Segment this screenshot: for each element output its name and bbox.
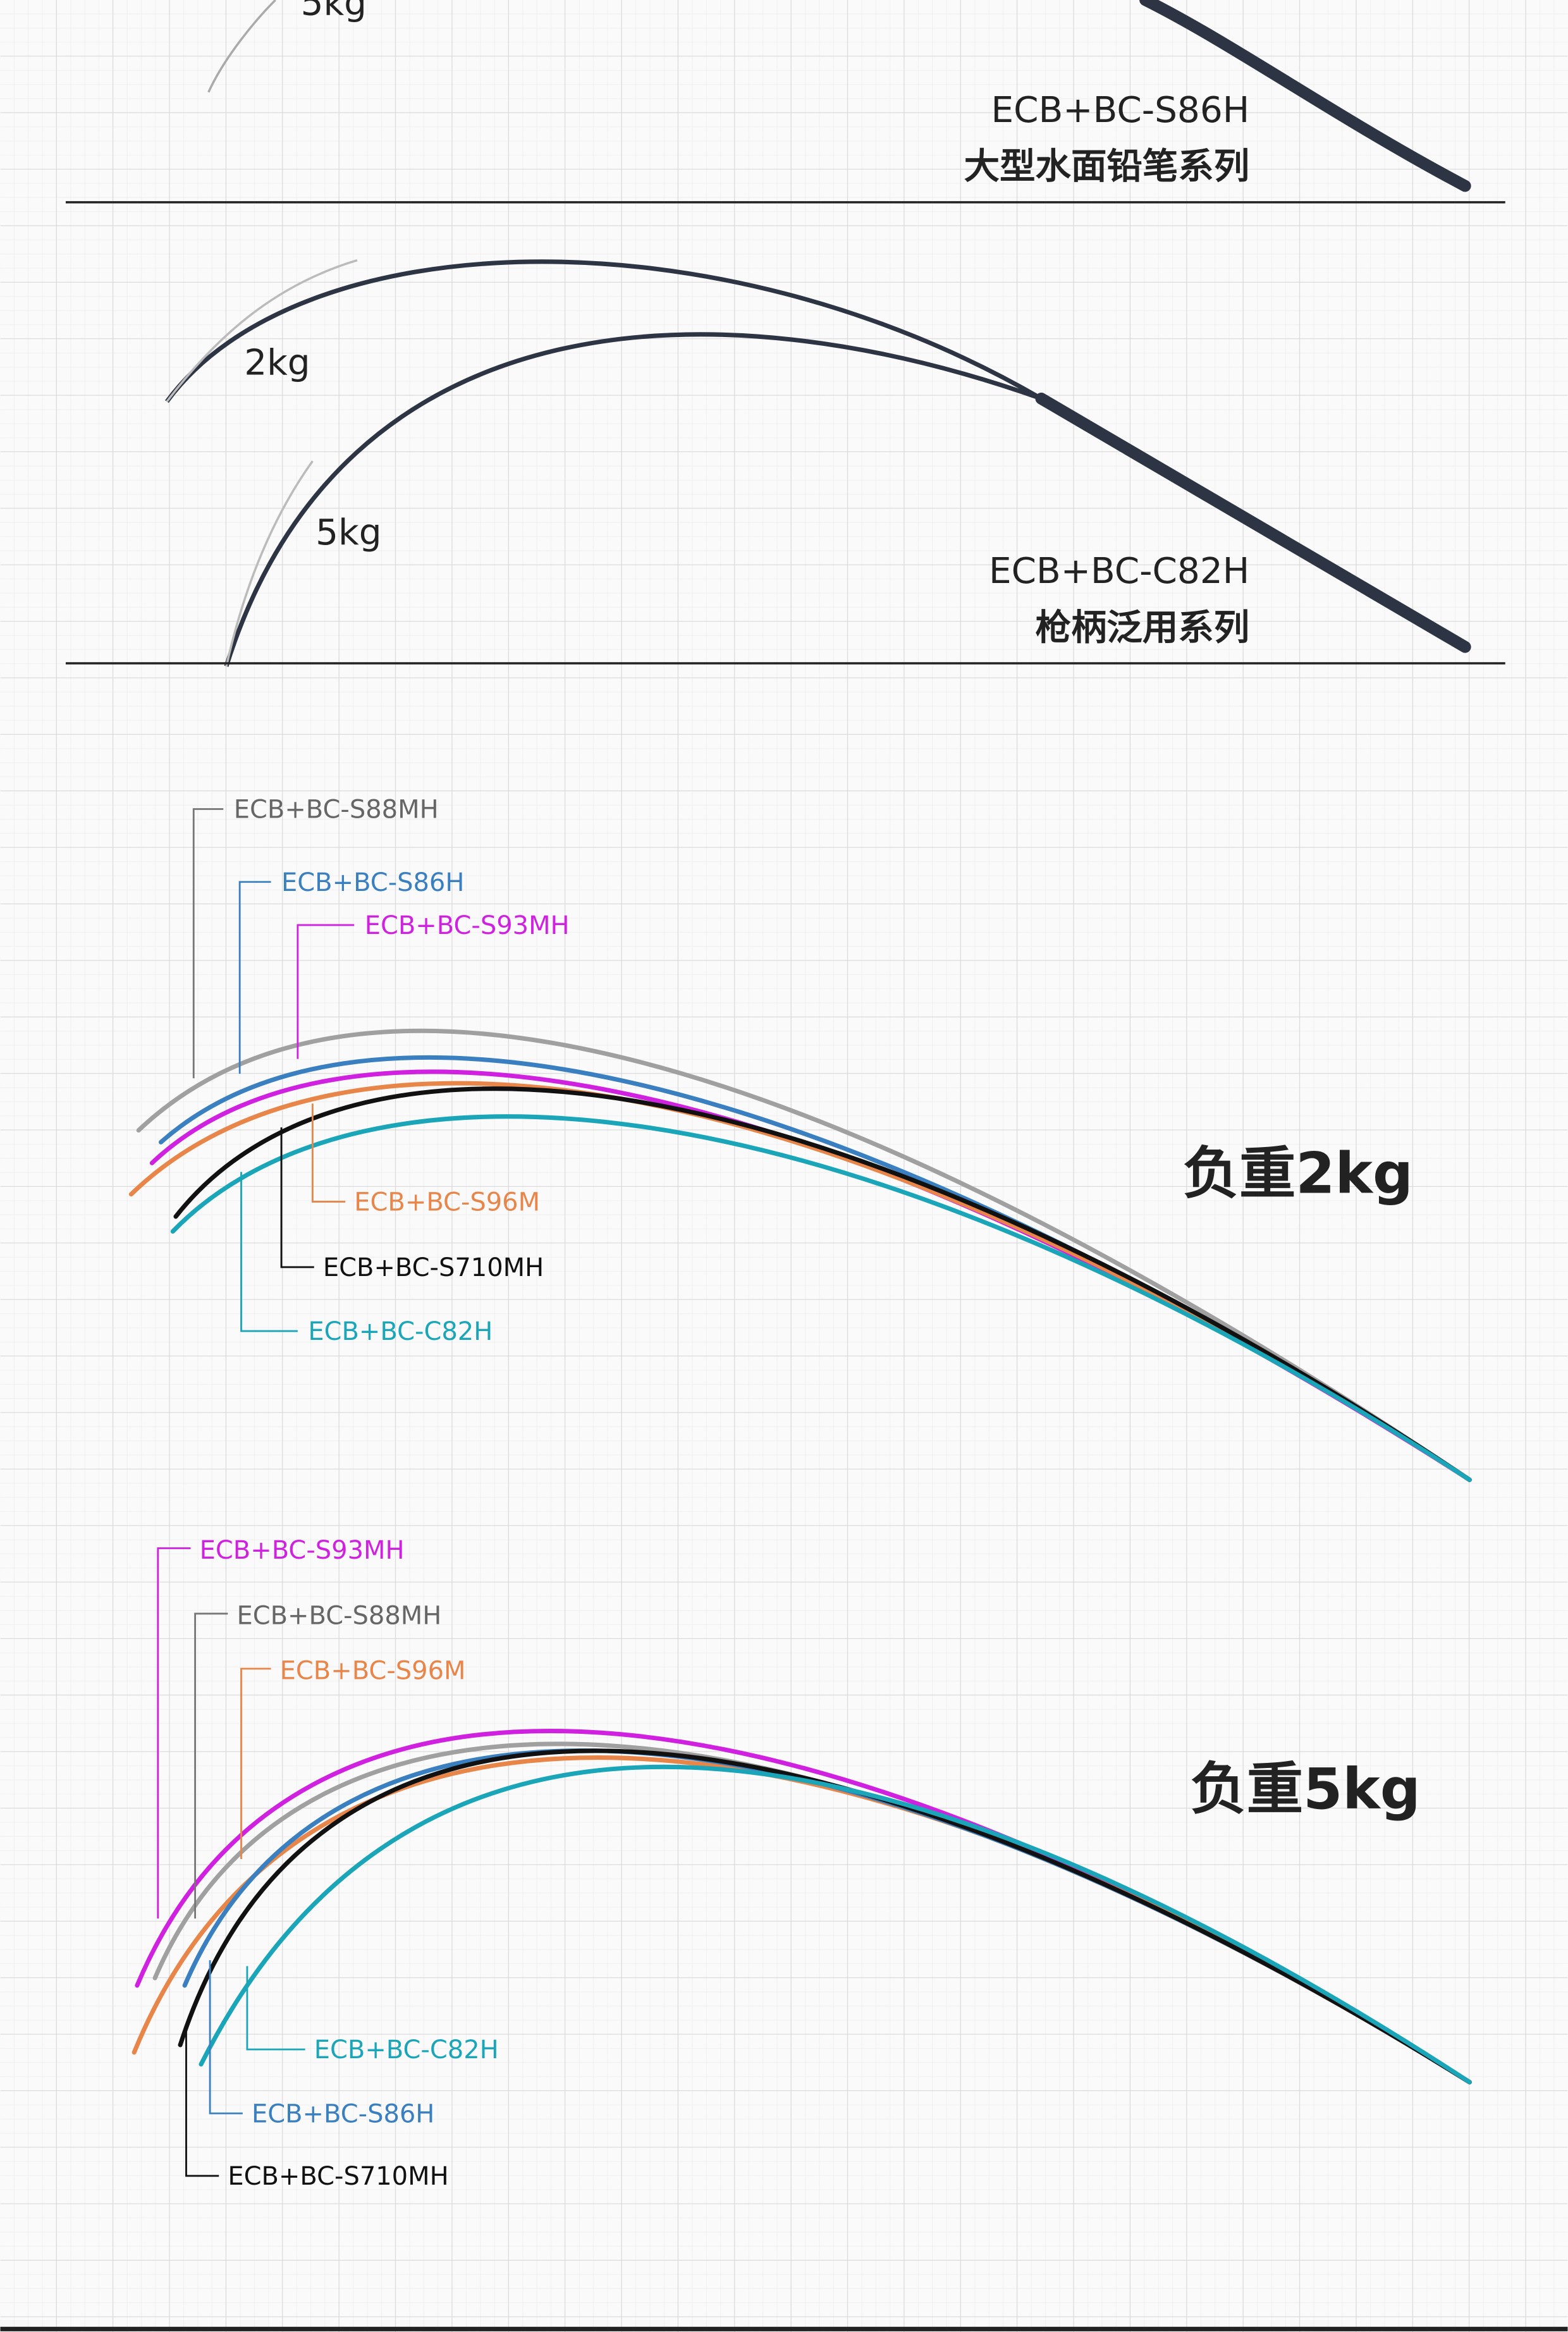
model-label: ECB+BC-S93MH bbox=[365, 911, 570, 940]
leader-line bbox=[240, 1172, 298, 1332]
load-label: 5kg bbox=[301, 0, 367, 24]
model-label: ECB+BC-C82H bbox=[314, 2035, 499, 2065]
bend-curve bbox=[178, 1748, 1472, 2085]
rod-panel: 5kg ECB+BC-S86H 大型水面铅笔系列 bbox=[65, 0, 1505, 204]
leader-line bbox=[238, 881, 271, 1074]
bend-curve bbox=[173, 1086, 1472, 1482]
leader-line bbox=[192, 808, 224, 1079]
rod bbox=[1035, 392, 1471, 653]
leader-line bbox=[240, 1667, 271, 1860]
bend-curve bbox=[170, 1114, 1472, 1482]
rod-tip bbox=[225, 460, 314, 667]
bend-comparison: ECB+BC-S93MH ECB+BC-S88MH ECB+BC-S96M EC… bbox=[132, 1536, 1472, 2191]
model-label: ECB+BC-S86H bbox=[252, 2099, 434, 2128]
leader-line bbox=[280, 1127, 314, 1268]
leader-line bbox=[157, 1547, 191, 1919]
bend-curve bbox=[136, 1028, 1472, 1482]
load-label: 5kg bbox=[315, 512, 381, 553]
load-label: 2kg bbox=[244, 343, 310, 384]
leader-line bbox=[185, 2030, 219, 2177]
series-name: 枪柄泛用系列 bbox=[1036, 607, 1250, 648]
load-title: 负重2kg bbox=[1183, 1141, 1413, 1206]
rod-bend bbox=[165, 259, 1467, 649]
model-label: ECB+BC-S93MH bbox=[200, 1536, 405, 1565]
model-label: ECB+BC-S710MH bbox=[323, 1253, 544, 1282]
model-label: ECB+BC-C82H bbox=[308, 1317, 493, 1346]
model-label: ECB+BC-S88MH bbox=[234, 795, 439, 825]
model-label: ECB+BC-S88MH bbox=[236, 1601, 441, 1630]
leader-line bbox=[209, 1960, 243, 2114]
model-label: ECB+BC-S86H bbox=[281, 868, 464, 897]
model-name: ECB+BC-C82H bbox=[989, 551, 1249, 592]
model-label: ECB+BC-S96M bbox=[354, 1188, 540, 1217]
bend-comparison: ECB+BC-S88MH ECB+BC-S86H ECB+BC-S93MH EC… bbox=[128, 795, 1472, 1482]
model-label: ECB+BC-S96M bbox=[280, 1656, 466, 1685]
rod bbox=[1139, 0, 1471, 192]
leader-line bbox=[297, 924, 355, 1059]
rod-bend bbox=[207, 0, 276, 93]
leader-line bbox=[246, 1966, 305, 2051]
leader-line bbox=[194, 1612, 228, 1919]
series-name: 大型水面铅笔系列 bbox=[964, 146, 1249, 187]
model-label: ECB+BC-S710MH bbox=[228, 2162, 448, 2191]
leader-line bbox=[311, 1103, 346, 1203]
rod-tip bbox=[166, 259, 358, 403]
model-name: ECB+BC-S86H bbox=[991, 90, 1250, 131]
rod-bend bbox=[224, 332, 1043, 667]
rod-panel: 2kg 5kg ECB+BC-C82H 枪柄泛用系列 bbox=[65, 259, 1505, 667]
bend-curve bbox=[199, 1764, 1472, 2085]
load-title: 负重5kg bbox=[1190, 1757, 1420, 1822]
